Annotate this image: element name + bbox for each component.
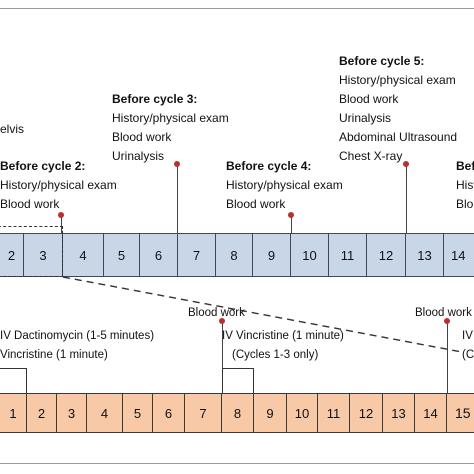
cycle4-item: Blood work — [226, 197, 286, 211]
frame-top-border — [0, 8, 474, 9]
cycle4-heading: Before cycle 4: — [226, 159, 312, 173]
bottom-cell: 9 — [254, 393, 287, 433]
top-cell: 12 — [367, 233, 406, 277]
cycle5-heading: Before cycle 5: — [339, 54, 425, 68]
cycle4-item: History/physical exam — [226, 178, 343, 192]
paren-right-label: (C — [462, 349, 474, 361]
top-cell: 7 — [178, 233, 216, 277]
bottom-cell: 6 — [153, 393, 185, 433]
bottom-cell: 3 — [57, 393, 87, 433]
cycle2-item: History/physical exam — [0, 178, 117, 192]
cycle6-item: Hist — [456, 178, 474, 192]
cycle2-item: Blood work — [0, 197, 60, 211]
cycle2-label: Before cycle 2: History/physical exam Bl… — [0, 157, 117, 214]
dactinomycin-bracket — [0, 368, 27, 393]
top-cell: 8 — [216, 233, 253, 277]
bottom-cell: 10 — [287, 393, 318, 433]
bottom-cell: 7 — [185, 393, 222, 433]
bottom-cell: 5 — [123, 393, 153, 433]
bottom-cell: 4 — [87, 393, 123, 433]
cycle5-item: Urinalysis — [339, 111, 392, 125]
cycle4-connector — [291, 216, 293, 233]
pelvis-label: elvis — [0, 122, 25, 136]
cycle4-label: Before cycle 4: History/physical exam Bl… — [226, 157, 343, 214]
cycle5-marker — [403, 161, 409, 167]
vincristine-bracket — [222, 368, 254, 393]
cycle4-marker — [288, 212, 294, 218]
cycle2-heading: Before cycle 2: — [0, 159, 86, 173]
top-cell: 4 — [63, 233, 104, 277]
top-cell: 11 — [329, 233, 367, 277]
blood-work-mid-marker — [219, 318, 225, 324]
top-cell: 9 — [253, 233, 291, 277]
bottom-cell: 12 — [350, 393, 383, 433]
cycle2-marker — [58, 212, 64, 218]
cycle3-item: Urinalysis — [112, 149, 165, 163]
top-cell: 10 — [291, 233, 329, 277]
cycle3-item: Blood work — [112, 130, 172, 144]
bottom-cell: 13 — [383, 393, 415, 433]
cycle3-heading: Before cycle 3: — [112, 92, 198, 106]
cycle5-item: Abdominal Ultrasound — [339, 130, 458, 144]
zoom-selection-box — [0, 226, 63, 277]
cycle6-label: Befo Hist Bloo — [456, 157, 474, 214]
top-cell: 6 — [140, 233, 178, 277]
cycle5-label: Before cycle 5: History/physical exam Bl… — [339, 52, 457, 166]
bottom-cell: 14 — [415, 393, 447, 433]
cycle5-item: Blood work — [339, 92, 399, 106]
cycle5-connector — [406, 165, 408, 233]
top-cell: 14 — [444, 233, 474, 277]
cycle6-item: Bloo — [456, 197, 474, 211]
blood-work-right-connector — [447, 321, 449, 393]
bottom-cell: 8 — [222, 393, 254, 433]
bottom-cell: 1 — [0, 393, 27, 433]
cycle3-marker — [174, 161, 180, 167]
cycle3-connector — [177, 165, 179, 233]
cycle5-item: History/physical exam — [339, 73, 456, 87]
vincristine-mid-label: IV Vincristine (1 minute) — [222, 330, 344, 342]
iv-right-label: IV — [462, 330, 473, 342]
vincristine-left-label: Vincristine (1 minute) — [0, 349, 108, 361]
blood-work-mid-label: Blood work — [188, 307, 245, 319]
cycle3-label: Before cycle 3: History/physical exam Bl… — [112, 90, 229, 166]
cycle3-item: History/physical exam — [112, 111, 229, 125]
top-cell: 2 — [0, 233, 24, 277]
dactinomycin-label: IV Dactinomycin (1-5 minutes) — [0, 330, 155, 342]
bottom-cell: 2 — [27, 393, 57, 433]
frame-bottom-border — [0, 463, 474, 464]
cycle2-connector — [61, 216, 63, 233]
blood-work-right-marker — [444, 318, 450, 324]
bottom-cell: 15 — [447, 393, 474, 433]
cycle6-heading: Befo — [456, 159, 474, 173]
top-cell: 3 — [24, 233, 63, 277]
top-cell: 5 — [104, 233, 140, 277]
cycles-note-label: (Cycles 1-3 only) — [232, 349, 319, 361]
bottom-cell: 11 — [318, 393, 350, 433]
top-cell: 13 — [406, 233, 444, 277]
blood-work-mid-connector — [222, 321, 224, 393]
blood-work-right-label: Blood work — [415, 307, 472, 319]
cycle5-item: Chest X-ray — [339, 149, 403, 163]
